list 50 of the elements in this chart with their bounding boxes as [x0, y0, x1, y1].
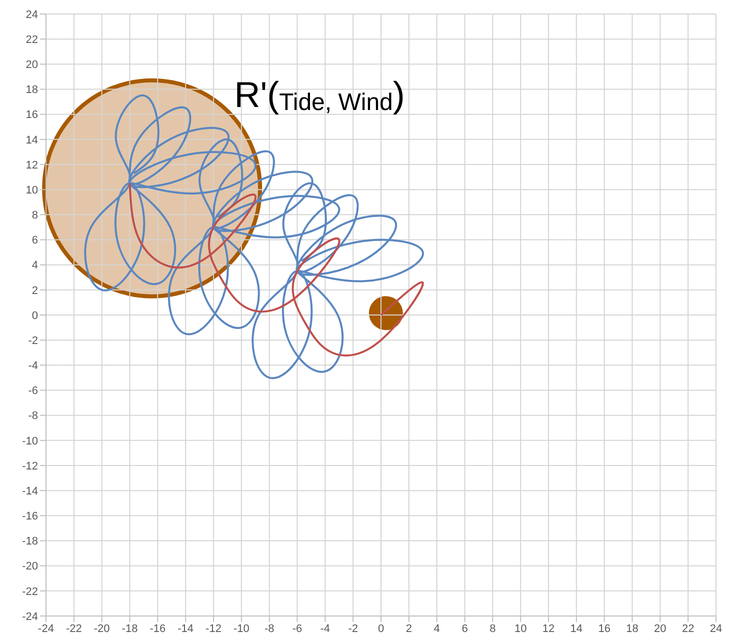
y-tick-label: 24 — [26, 8, 38, 21]
x-tick-label: 6 — [462, 622, 468, 635]
x-tick-label: -8 — [264, 622, 274, 635]
y-tick-label: -18 — [22, 536, 38, 548]
y-tick-label: 6 — [32, 234, 38, 247]
y-tick-label: -10 — [22, 435, 38, 448]
y-tick-label: 16 — [26, 109, 38, 122]
y-tick-label: -2 — [28, 334, 38, 347]
y-tick-label: 14 — [26, 134, 38, 146]
x-tick-label: 0 — [378, 622, 384, 635]
y-tick-label: -12 — [22, 460, 38, 472]
text: R'($_{Tide, Wind}$) — [234, 74, 405, 116]
y-tick-label: 20 — [26, 59, 38, 72]
y-tick-label: 18 — [26, 84, 38, 96]
x-tick-label: -20 — [94, 622, 110, 635]
x-tick-label: 12 — [542, 622, 555, 635]
y-tick-label: 22 — [26, 34, 38, 46]
x-tick-label: -18 — [122, 622, 138, 635]
x-tick-label: 14 — [570, 622, 583, 635]
y-tick-label: 4 — [32, 260, 38, 272]
x-tick-label: -4 — [320, 622, 330, 635]
x-tick-label: 16 — [598, 622, 610, 635]
x-tick-label: -14 — [178, 622, 194, 635]
x-tick-label: 22 — [682, 622, 694, 635]
y-tick-label: 8 — [32, 210, 38, 222]
x-tick-label: -2 — [348, 622, 358, 635]
y-tick-label: 0 — [32, 310, 38, 322]
y-tick-label: -6 — [28, 385, 38, 398]
x-tick-label: 2 — [406, 622, 412, 635]
x-tick-label: 10 — [514, 622, 527, 635]
y-tick-label: -14 — [22, 485, 38, 498]
y-tick-label: -4 — [28, 360, 38, 372]
x-tick-label: -10 — [233, 622, 250, 635]
y-tick-label: -24 — [22, 610, 38, 623]
y-tick-label: -22 — [22, 586, 38, 598]
x-tick-label: 4 — [434, 622, 440, 635]
x-tick-label: -22 — [66, 622, 82, 635]
x-tick-label: -6 — [292, 622, 302, 635]
x-tick-label: -16 — [150, 622, 166, 635]
x-tick-label: -12 — [206, 622, 222, 635]
x-tick-label: 24 — [710, 622, 722, 635]
x-tick-label: 20 — [654, 622, 666, 635]
y-tick-label: -20 — [22, 560, 38, 573]
y-tick-label: 2 — [32, 284, 38, 297]
y-tick-label: 10 — [26, 184, 38, 196]
y-tick-label: -16 — [22, 510, 38, 523]
x-tick-label: 8 — [490, 622, 496, 635]
x-tick-label: 18 — [626, 622, 638, 635]
y-tick-label: 12 — [26, 159, 38, 172]
y-tick-label: -8 — [28, 410, 38, 422]
